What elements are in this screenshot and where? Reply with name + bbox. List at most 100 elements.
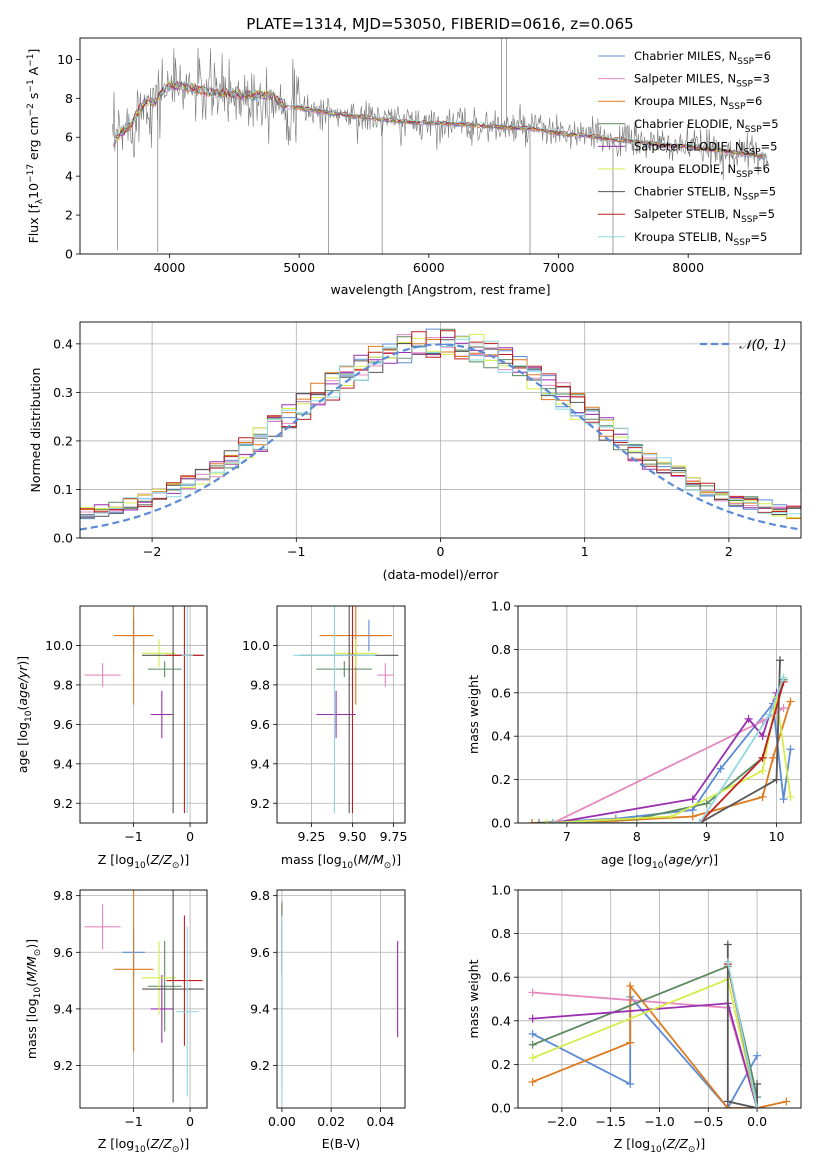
x-tick-label: −2.0 xyxy=(547,1114,577,1129)
y-tick-label: 1.0 xyxy=(491,883,511,898)
y-tick-label: 9.4 xyxy=(53,756,73,771)
legend-label-salpeter-stelib-n-ssp-5-part: SSP xyxy=(741,215,758,225)
age-z-x-label-part: Z [log xyxy=(98,852,134,867)
marker-kroupa-miles xyxy=(769,753,778,762)
residual-y-label: Normed distribution xyxy=(28,368,43,493)
legend-label-chabrier-stelib-n-ssp-5-part: =5 xyxy=(759,185,776,199)
marker-kroupa-elodie xyxy=(528,1053,537,1062)
marker-kroupa-miles xyxy=(688,812,697,821)
x-tick-label: 8 xyxy=(633,829,641,844)
marker-chabrier-stelib xyxy=(772,775,781,784)
marker-kroupa-stelib xyxy=(548,819,557,823)
marker-chabrier-miles xyxy=(716,764,725,773)
age-z-y-label-part: age/yr xyxy=(15,665,30,706)
y-tick-label: 0.8 xyxy=(491,642,511,657)
x-tick-label: 0 xyxy=(186,1114,194,1129)
marker-salpeter-miles xyxy=(779,703,788,712)
mass-ebv-axes: 0.00 0.02 0.04 9.2 9.4 9.6 9.8 E(B-V) xyxy=(250,888,406,1151)
mass-z-y-label-part: M/M xyxy=(24,956,39,982)
y-tick-label: 0.0 xyxy=(491,1101,511,1116)
legend-label-salpeter-stelib-n-ssp-5-part: =5 xyxy=(758,207,775,221)
marker-chabrier-elodie xyxy=(528,1040,537,1049)
legend-label-kroupa-elodie-n-ssp-6-part: Kroupa ELODIE, N xyxy=(634,162,736,176)
marker-chabrier-stelib xyxy=(723,1097,732,1106)
legend-label-kroupa-elodie-n-ssp-6-part: =6 xyxy=(753,162,770,176)
residual-axes-decor: −2 −1 0 1 2 0.0 0.1 0.2 0.3 0.4 𝒩(0, 1) (data-model… xyxy=(28,321,802,582)
weight-age-y-label: mass weight xyxy=(466,675,481,754)
x-tick-label: 7000 xyxy=(543,260,575,275)
age-z-y-label-part: )] xyxy=(15,656,30,666)
age-z-axes: −1 09.29.49.69.810.0Z [log10(Z/Z⊙)]age [l… xyxy=(15,605,208,871)
y-tick-label: 0.2 xyxy=(53,433,73,448)
mass-z-y-label-part: ⊙ xyxy=(33,949,43,957)
line-kroupa-miles xyxy=(532,983,787,1108)
y-tick-label: 0.3 xyxy=(53,385,73,400)
legend-label-salpeter-elodie-n-ssp-5: Salpeter ELODIE, NSSP=5 xyxy=(634,139,777,157)
weight-z-x-label-part: )] xyxy=(695,1136,705,1151)
line-kroupa-stelib xyxy=(726,961,758,1108)
point-kroupa-stelib xyxy=(175,926,199,1097)
age-mass-x-label-part: M/M xyxy=(358,852,384,867)
marker-chabrier-elodie xyxy=(702,799,711,808)
point-kroupa-elodie xyxy=(142,940,176,1015)
legend-label-kroupa-miles-n-ssp-6-part: SSP xyxy=(729,102,746,112)
legend-label-chabrier-miles-n-ssp-6-part: Chabrier MILES, N xyxy=(634,49,737,63)
y-tick-label: 0.6 xyxy=(491,685,511,700)
x-tick-label: 9.75 xyxy=(380,829,408,844)
mass-z-x-label: Z [log10(Z/Z⊙)] xyxy=(98,1136,189,1155)
residual-x-label: (data-model)/error xyxy=(383,567,500,582)
y-tick-label: 9.2 xyxy=(53,1058,73,1073)
point-kroupa-miles xyxy=(113,890,154,1052)
y-tick-label: 0.2 xyxy=(491,772,511,787)
marker-kroupa-miles xyxy=(626,981,635,990)
y-tick-label: 0.1 xyxy=(53,482,73,497)
marker-kroupa-elodie xyxy=(541,819,550,823)
legend-label-kroupa-stelib-n-ssp-5-part: =5 xyxy=(750,230,767,244)
age-mass-x-label-part: mass [log xyxy=(281,852,342,867)
age-mass-axes-frame xyxy=(276,605,406,824)
y-tick-label: 0.4 xyxy=(53,336,73,351)
mass-ebv-axes-decor: 0.00 0.02 0.04 9.2 9.4 9.6 9.8 E(B-V) xyxy=(250,888,406,1151)
weight-age-x-label-part: 10 xyxy=(652,861,664,871)
legend-label-kroupa-miles-n-ssp-6-part: =6 xyxy=(745,94,762,108)
legend-label-salpeter-elodie-n-ssp-5-part: Salpeter ELODIE, N xyxy=(634,139,744,153)
age-mass-x-label-part: 10 xyxy=(342,861,354,871)
point-salpeter-elodie xyxy=(316,690,356,739)
spectrum-y-label-part: ] xyxy=(26,49,41,54)
normal-curve xyxy=(80,343,801,531)
weight-age-axes-frame xyxy=(517,605,802,824)
point-kroupa-miles xyxy=(113,606,154,705)
weight-age-x-label-part: ( xyxy=(663,852,668,867)
point-kroupa-stelib xyxy=(181,606,193,814)
age-z-y-label-part: age [log xyxy=(15,722,30,773)
legend-label-salpeter-stelib-n-ssp-5: Salpeter STELIB, NSSP=5 xyxy=(634,207,775,225)
point-salpeter-miles xyxy=(84,663,121,687)
legend-label-salpeter-elodie-n-ssp-5-part: SSP xyxy=(744,147,761,157)
point-salpeter-elodie xyxy=(150,690,174,739)
point-chabrier-elodie xyxy=(147,940,182,1032)
marker-kroupa-miles xyxy=(527,819,536,823)
marker-salpeter-stelib xyxy=(758,753,767,762)
y-tick-label: 8 xyxy=(65,91,73,106)
spectrum-axes-decor: 4000 5000 6000 7000 8000 0 2 4 6 8 10 wavelength [A… xyxy=(26,37,802,297)
x-tick-label: 7 xyxy=(563,829,571,844)
mass-ebv-x-label: E(B-V) xyxy=(322,1136,361,1151)
x-tick-label: 0.00 xyxy=(268,1114,296,1129)
data-spectrum xyxy=(112,47,769,181)
mass-z-x-label-part: ( xyxy=(146,1136,151,1151)
legend-label-kroupa-stelib-n-ssp-5: Kroupa STELIB, NSSP=5 xyxy=(634,230,767,248)
histogram-kroupa-stelib xyxy=(80,338,801,517)
line-chabrier-stelib xyxy=(552,660,781,823)
age-mass-x-label-part: ( xyxy=(353,852,358,867)
marker-salpeter-elodie xyxy=(528,1014,537,1023)
mass-z-x-label-part: 10 xyxy=(134,1145,146,1155)
spectrum-y-label-part: Flux [f xyxy=(26,204,41,244)
line-salpeter-elodie xyxy=(552,692,778,823)
x-tick-label: 0.0 xyxy=(747,1114,767,1129)
x-tick-label: 9.50 xyxy=(339,829,367,844)
mass-ebv-axes-plot-area xyxy=(281,901,399,1103)
legend-label-salpeter-stelib-n-ssp-5-part: Salpeter STELIB, N xyxy=(634,207,741,221)
